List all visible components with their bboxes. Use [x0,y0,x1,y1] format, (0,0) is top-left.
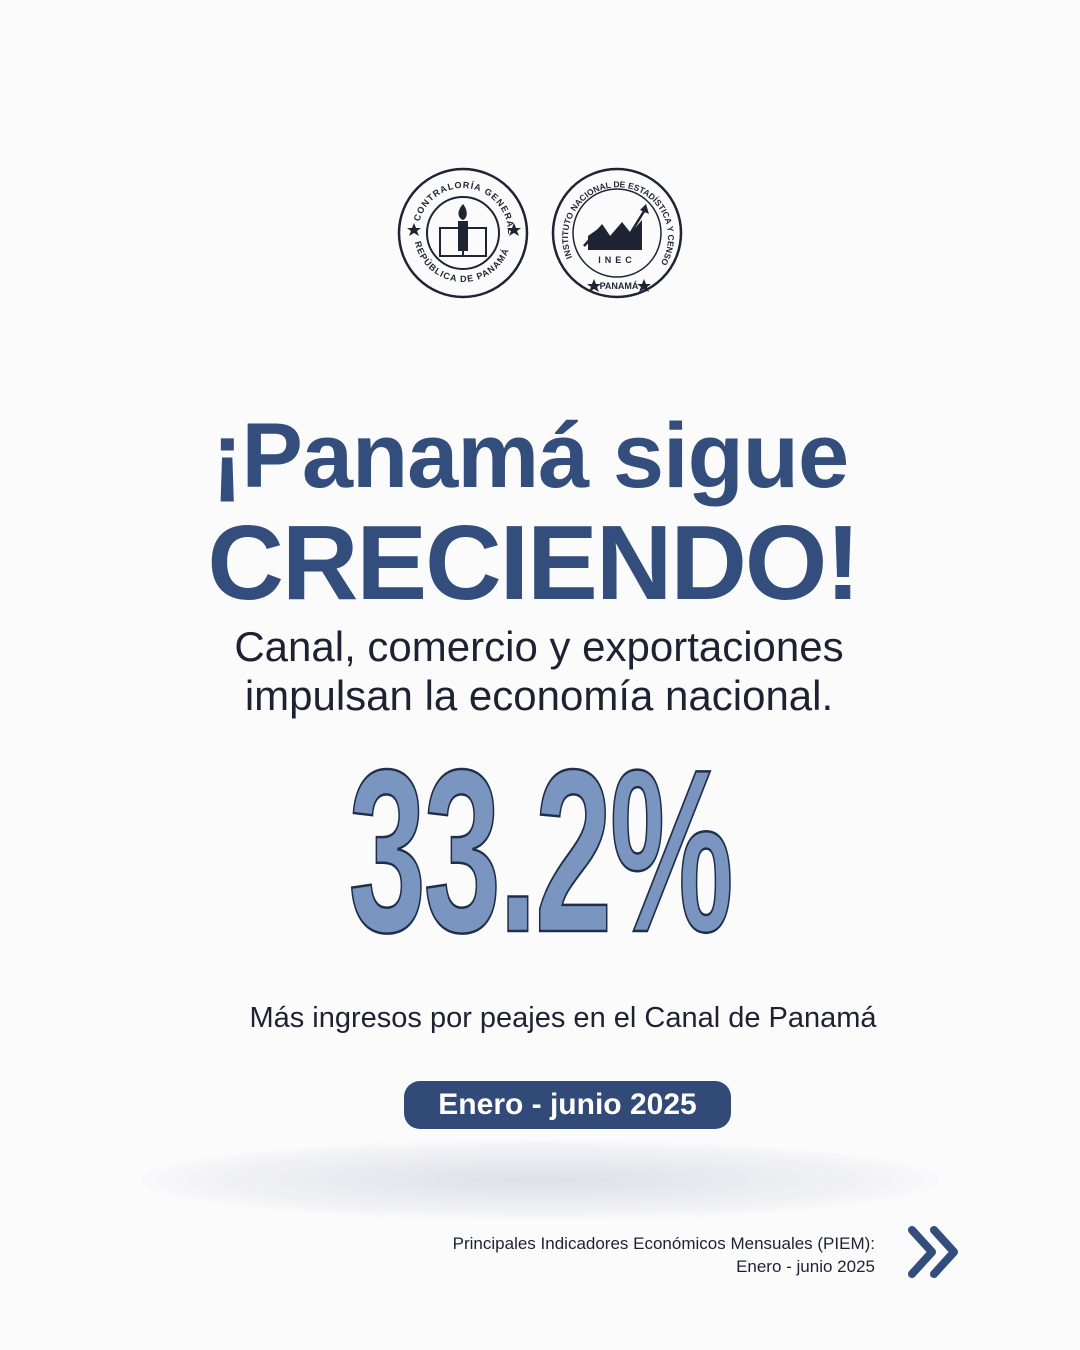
inec-logo: INSTITUTO NACIONAL DE ESTADÍSTICA Y CENS… [550,166,684,300]
headline-line1: ¡Panamá sigue [211,405,849,507]
decorative-shadow [140,1140,940,1220]
source-note: Principales Indicadores Económicos Mensu… [453,1232,875,1278]
double-chevron-right-icon[interactable] [904,1222,964,1282]
stat-caption: Más ingresos por peajes en el Canal de P… [249,1002,877,1034]
subtitle-line1: Canal, comercio y exportaciones [234,623,844,670]
stat-value-text: 33.2% [348,722,735,981]
subtitle-line2: impulsan la economía nacional. [244,672,834,719]
svg-text:INEC: INEC [598,255,636,265]
period-badge: Enero - junio 2025 [404,1081,731,1129]
source-line1: Principales Indicadores Económicos Mensu… [452,1234,875,1253]
headline-line2: CRECIENDO! [207,504,860,622]
source-line2: Enero - junio 2025 [736,1257,875,1276]
stat-value: 33.2% [0,722,1080,981]
contraloria-logo: CONTRALORÍA GENERAL REPÚBLICA DE PANAMÁ [396,166,530,300]
svg-text:PANAMÁ: PANAMÁ [600,281,639,291]
